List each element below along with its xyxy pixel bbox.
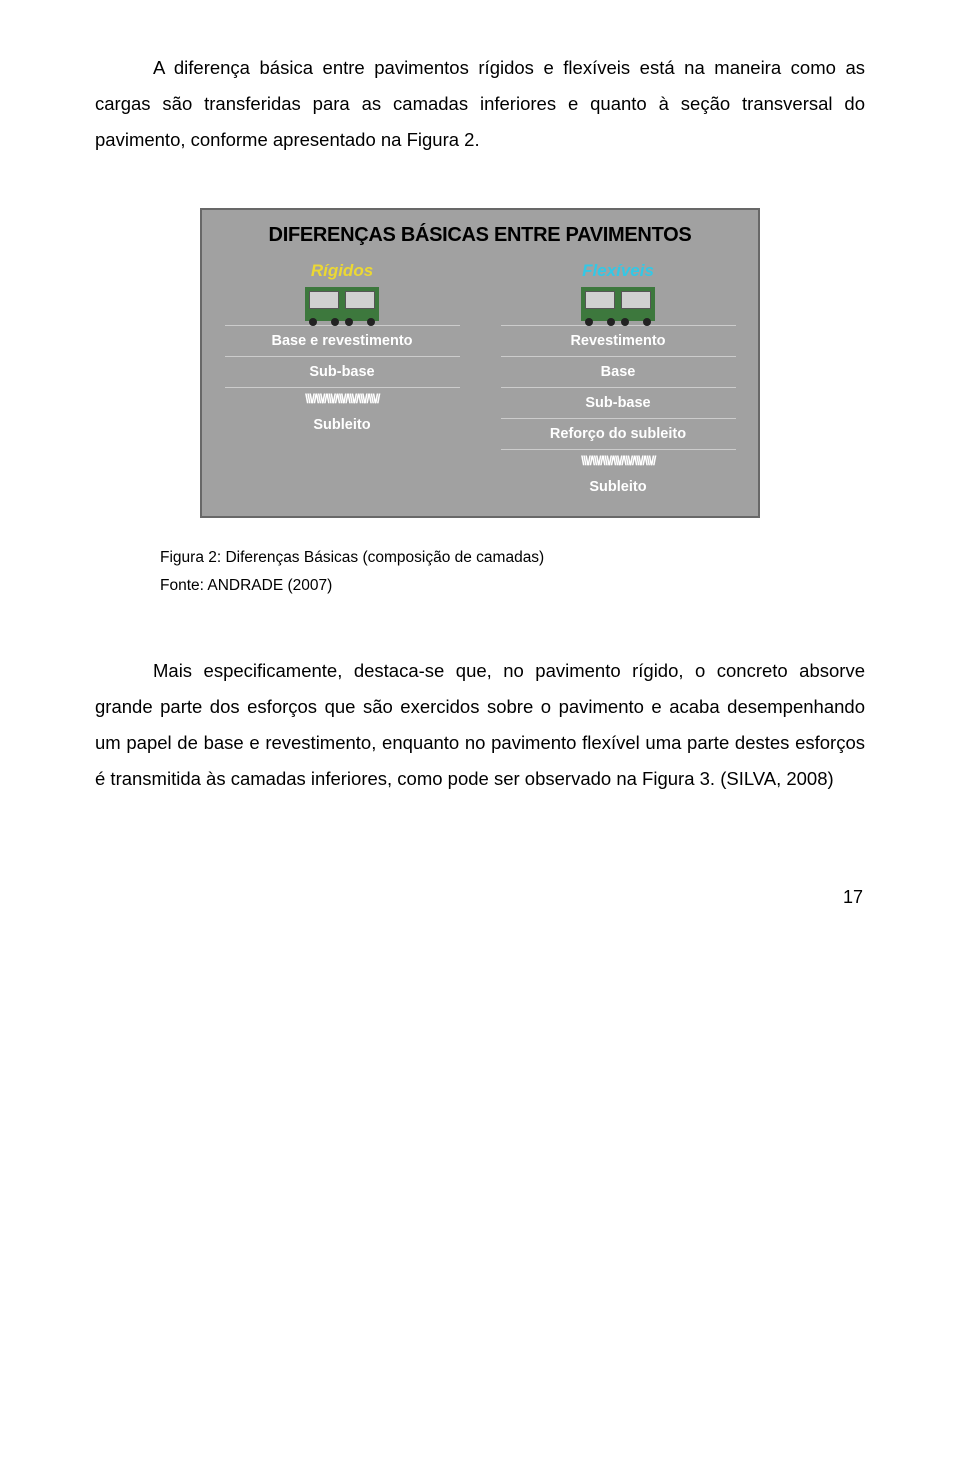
figure-caption-line1: Figura 2: Diferenças Básicas (composição… — [95, 546, 865, 570]
figure-2-diagram: DIFERENÇAS BÁSICAS ENTRE PAVIMENTOS Rígi… — [200, 208, 760, 518]
truck-icon — [617, 287, 655, 321]
figure-caption-line2: Fonte: ANDRADE (2007) — [95, 574, 865, 598]
diagram-columns: Rígidos Base e revestimento Sub-base \\\… — [212, 261, 748, 502]
figure-title: DIFERENÇAS BÁSICAS ENTRE PAVIMENTOS — [212, 224, 748, 247]
layer-right-1: Base — [501, 356, 736, 387]
paragraph-1-text: A diferença básica entre pavimentos rígi… — [95, 57, 865, 150]
figure-caption-block: Figura 2: Diferenças Básicas (composição… — [95, 546, 865, 598]
hatch-left: \\\//\\\//\\\//\\\//\\\//\\\//\\\// — [225, 387, 460, 410]
layer-right-0: Revestimento — [501, 325, 736, 356]
layer-left-1: Sub-base — [225, 356, 460, 387]
layer-left-0: Base e revestimento — [225, 325, 460, 356]
truck-icon — [581, 287, 619, 321]
hatch-right: \\\//\\\//\\\//\\\//\\\//\\\//\\\// — [501, 449, 736, 472]
header-flexiveis: Flexíveis — [582, 261, 654, 281]
paragraph-2: Mais especificamente, destaca-se que, no… — [95, 653, 865, 797]
truck-row-left — [306, 287, 378, 321]
layer-right-3: Reforço do subleito — [501, 418, 736, 449]
column-flexiveis: Flexíveis Revestimento Base Sub-base Ref… — [488, 261, 748, 502]
page-number: 17 — [95, 887, 865, 908]
paragraph-2-text: Mais especificamente, destaca-se que, no… — [95, 660, 865, 789]
layer-right-sub: Subleito — [501, 472, 736, 502]
truck-icon — [305, 287, 343, 321]
document-page: A diferença básica entre pavimentos rígi… — [0, 0, 960, 948]
truck-icon — [341, 287, 379, 321]
figure-container: DIFERENÇAS BÁSICAS ENTRE PAVIMENTOS Rígi… — [95, 208, 865, 518]
layer-right-2: Sub-base — [501, 387, 736, 418]
header-rigidos: Rígidos — [311, 261, 373, 281]
truck-row-right — [582, 287, 654, 321]
paragraph-1: A diferença básica entre pavimentos rígi… — [95, 50, 865, 158]
layer-left-sub: Subleito — [225, 410, 460, 440]
column-rigidos: Rígidos Base e revestimento Sub-base \\\… — [212, 261, 472, 502]
